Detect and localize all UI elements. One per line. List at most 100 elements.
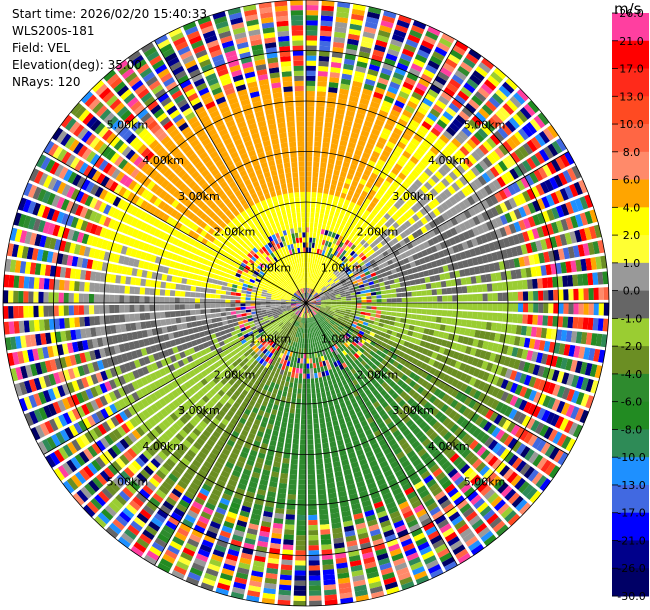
velocity-gate <box>396 292 402 298</box>
velocity-gate <box>477 303 483 311</box>
velocity-gate <box>392 104 403 114</box>
velocity-gate <box>325 173 332 180</box>
velocity-gate <box>557 248 565 261</box>
velocity-gate <box>455 278 462 286</box>
velocity-gate <box>385 311 392 316</box>
velocity-gate <box>302 333 305 339</box>
velocity-gate <box>323 365 328 372</box>
velocity-gate <box>428 254 436 262</box>
velocity-gate <box>536 198 546 211</box>
velocity-gate <box>509 168 519 180</box>
velocity-gate <box>391 34 405 43</box>
velocity-gate <box>439 134 450 144</box>
velocity-gate <box>423 270 430 277</box>
velocity-gate <box>408 274 415 280</box>
velocity-gate <box>300 424 306 430</box>
velocity-gate <box>320 297 326 300</box>
velocity-gate <box>513 208 522 220</box>
velocity-gate <box>316 91 326 97</box>
velocity-gate <box>306 136 313 142</box>
velocity-gate <box>307 413 313 420</box>
velocity-gate <box>517 291 524 301</box>
velocity-gate <box>329 226 335 232</box>
velocity-gate <box>548 303 554 314</box>
velocity-gate <box>314 286 318 291</box>
velocity-gate <box>340 219 347 227</box>
velocity-gate <box>427 178 437 187</box>
velocity-gate <box>456 164 466 175</box>
velocity-gate <box>445 106 457 117</box>
velocity-gate <box>485 169 496 181</box>
velocity-gate <box>394 100 405 109</box>
velocity-gate <box>550 328 558 340</box>
velocity-gate <box>494 228 503 239</box>
velocity-gate <box>326 107 335 114</box>
velocity-gate <box>354 117 364 125</box>
velocity-gate <box>460 319 467 327</box>
velocity-gate <box>447 53 461 65</box>
velocity-gate <box>316 270 321 276</box>
velocity-gate <box>440 202 450 211</box>
velocity-gate <box>337 149 345 157</box>
velocity-gate <box>469 74 482 86</box>
velocity-gate <box>278 584 292 591</box>
velocity-gate <box>296 393 302 399</box>
velocity-gate <box>310 303 316 305</box>
velocity-gate <box>450 217 459 226</box>
velocity-gate <box>345 309 351 312</box>
velocity-gate <box>447 263 454 272</box>
velocity-gate <box>388 113 399 123</box>
velocity-gate <box>335 306 342 309</box>
velocity-gate <box>319 271 324 277</box>
velocity-gate <box>392 326 399 332</box>
velocity-gate <box>336 301 342 303</box>
velocity-gate <box>560 203 570 217</box>
velocity-gate <box>420 315 427 321</box>
velocity-gate <box>395 317 401 322</box>
velocity-gate <box>320 208 325 214</box>
velocity-gate <box>391 76 403 86</box>
velocity-gate <box>306 181 312 187</box>
velocity-gate <box>396 297 402 303</box>
velocity-gate <box>411 297 418 302</box>
velocity-gate <box>532 314 538 325</box>
velocity-gate <box>306 353 309 359</box>
velocity-gate <box>436 119 448 129</box>
velocity-gate <box>452 118 463 129</box>
velocity-gate <box>335 206 342 214</box>
velocity-gate <box>396 303 402 308</box>
velocity-gate <box>351 8 365 16</box>
velocity-gate <box>319 294 325 298</box>
velocity-gate <box>307 474 316 480</box>
velocity-gate <box>459 269 466 277</box>
velocity-gate <box>320 266 324 272</box>
velocity-gate <box>317 76 328 82</box>
velocity-gate <box>307 418 313 425</box>
velocity-gate <box>379 154 388 163</box>
velocity-gate <box>572 274 579 287</box>
velocity-gate <box>542 277 548 289</box>
velocity-gate <box>373 44 387 53</box>
velocity-gate <box>444 145 455 156</box>
velocity-gate <box>310 378 315 384</box>
velocity-gate <box>306 191 311 198</box>
velocity-gate <box>306 287 308 293</box>
velocity-gate <box>459 212 468 222</box>
velocity-gate <box>313 293 319 297</box>
velocity-gate <box>376 176 385 184</box>
velocity-gate <box>515 325 522 335</box>
velocity-gate <box>320 295 326 299</box>
velocity-gate <box>512 303 519 312</box>
velocity-gate <box>442 295 448 302</box>
velocity-gate <box>358 284 365 289</box>
velocity-gate <box>348 256 355 262</box>
velocity-gate <box>338 224 345 231</box>
velocity-gate <box>391 298 397 303</box>
velocity-gate <box>429 108 441 118</box>
velocity-gate <box>472 227 480 237</box>
velocity-gate <box>512 113 524 126</box>
velocity-gate <box>331 301 337 303</box>
velocity-gate <box>558 303 564 314</box>
velocity-gate <box>347 248 353 254</box>
velocity-gate <box>532 214 541 226</box>
